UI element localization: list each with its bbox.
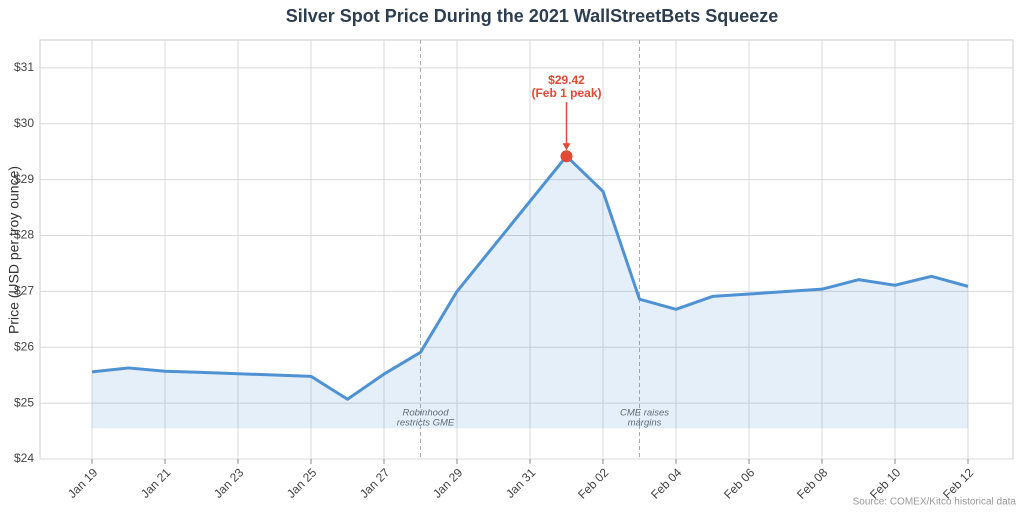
x-tick-label: Jan 31 [503,465,539,501]
x-tick-label: Jan 29 [430,465,466,501]
peak-marker [560,150,573,163]
source-note: Source: COMEX/Kitco historical data [853,497,1017,508]
x-tick-label: Jan 19 [65,465,101,501]
y-tick-label: $31 [14,60,34,74]
y-tick-label: $24 [14,451,34,465]
peak-arrowhead [562,143,571,151]
x-tick-label: Jan 27 [357,465,393,501]
peak-label: (Feb 1 peak) [531,86,601,100]
event-label: Robinhood [403,408,450,419]
y-tick-label: $29 [14,172,34,186]
y-tick-label: $28 [14,228,34,242]
x-tick-label: Feb 06 [721,465,758,502]
x-tick-label: Jan 21 [138,465,174,501]
event-label: margins [628,418,662,429]
x-tick-label: Feb 04 [648,465,685,502]
x-tick-label: Jan 25 [284,465,320,501]
peak-label: $29.42 [548,73,585,87]
event-label: CME raises [620,408,669,419]
chart-title: Silver Spot Price During the 2021 WallSt… [286,6,779,26]
y-tick-label: $30 [14,116,34,130]
y-axis-label: Price (USD per troy ounce) [6,166,22,334]
x-tick-label: Feb 08 [794,465,831,502]
area-fill [92,156,968,429]
event-label: restricts GME [397,418,455,429]
y-tick-label: $25 [14,395,34,409]
y-tick-label: $26 [14,339,34,353]
x-tick-label: Jan 23 [211,465,247,501]
y-tick-label: $27 [14,284,34,298]
x-tick-label: Feb 02 [575,465,612,502]
